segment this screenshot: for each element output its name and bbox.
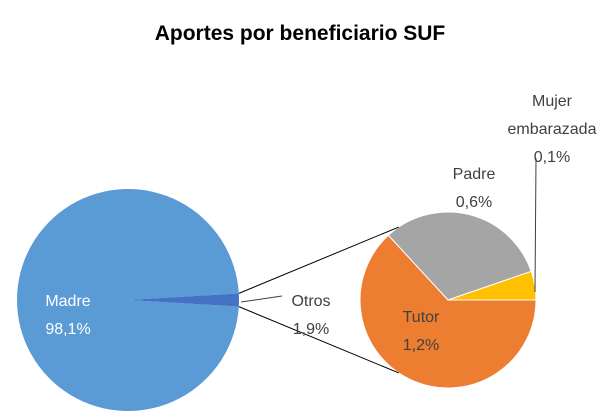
slice-label: Otros	[291, 293, 331, 310]
pie-slice	[359, 234, 537, 389]
pie-slice	[387, 211, 532, 301]
slice-label: Mujer embarazada	[507, 93, 597, 138]
value-label: 0,6%	[455, 194, 493, 211]
value-label: 1,9%	[292, 321, 330, 338]
slice-label: Tutor	[402, 309, 440, 326]
slice-label: Madre	[45, 293, 91, 310]
pie-slice	[128, 293, 240, 307]
value-label: 98,1%	[45, 321, 91, 338]
value-label: 0,1%	[533, 149, 571, 166]
leader-line	[240, 295, 283, 303]
connector-line	[238, 226, 399, 294]
chart-title: Aportes por beneficiario SUF	[154, 22, 446, 45]
connector-line	[238, 306, 399, 374]
leader-line	[534, 157, 537, 293]
pie-slice	[17, 189, 239, 411]
value-label: 1,2%	[402, 337, 440, 354]
slice-label: Padre	[452, 166, 496, 183]
